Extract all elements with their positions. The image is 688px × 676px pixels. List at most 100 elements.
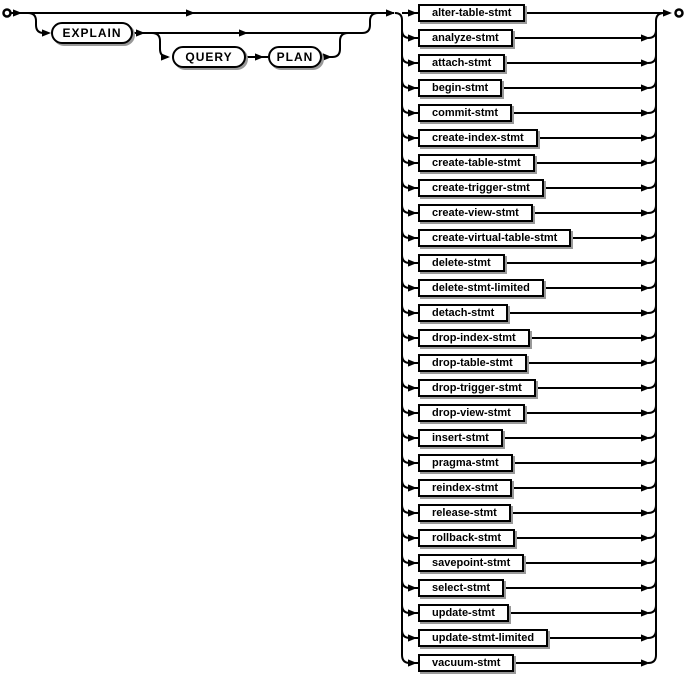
arrowhead-icon (641, 359, 650, 367)
right-merge-curve (647, 279, 657, 289)
right-merge-curve (647, 154, 657, 164)
arrowhead-icon (641, 284, 650, 292)
explain-merge-curve (361, 12, 379, 34)
statement-label: create-trigger-stmt (432, 181, 530, 194)
right-merge-curve (647, 79, 657, 89)
arrowhead-icon (641, 534, 650, 542)
nonterminal-box-release-stmt[interactable]: release-stmt (418, 504, 511, 522)
nonterminal-box-attach-stmt[interactable]: attach-stmt (418, 54, 506, 72)
arrowhead-icon (641, 34, 650, 42)
right-merge-curve (647, 54, 657, 64)
nonterminal-box-update-stmt-limited[interactable]: update-stmt-limited (418, 629, 549, 647)
arrowhead-icon (408, 34, 417, 42)
arrowhead-icon (161, 53, 170, 61)
arrowhead-icon (408, 309, 417, 317)
arrowhead-icon (408, 59, 417, 67)
arrowhead-icon (255, 53, 264, 61)
arrowhead-icon (408, 559, 417, 567)
statement-label: delete-stmt-limited (432, 281, 530, 294)
start-terminal (2, 8, 12, 18)
right-merge-curve (647, 654, 657, 664)
right-merge-curve (647, 229, 657, 239)
arrowhead-icon (641, 659, 650, 667)
statement-label: select-stmt (432, 581, 491, 594)
arrowhead-icon (408, 659, 417, 667)
nonterminal-box-reindex-stmt[interactable]: reindex-stmt (418, 479, 513, 497)
nonterminal-box-commit-stmt[interactable]: commit-stmt (418, 104, 513, 122)
nonterminal-box-drop-index-stmt[interactable]: drop-index-stmt (418, 329, 530, 347)
arrowhead-icon (13, 9, 22, 17)
right-merge-curve (647, 504, 657, 514)
arrowhead-icon (641, 59, 650, 67)
statement-label: drop-index-stmt (432, 331, 516, 344)
statement-label: create-virtual-table-stmt (432, 231, 558, 244)
right-merge-curve (647, 404, 657, 414)
statement-label: create-view-stmt (432, 206, 519, 219)
nonterminal-box-savepoint-stmt[interactable]: savepoint-stmt (418, 554, 525, 572)
nonterminal-box-delete-stmt[interactable]: delete-stmt (418, 254, 505, 272)
keyword-oval-query: QUERY (172, 46, 246, 68)
arrowhead-icon (641, 384, 650, 392)
nonterminal-box-drop-trigger-stmt[interactable]: drop-trigger-stmt (418, 379, 536, 397)
statement-label: drop-view-stmt (432, 406, 511, 419)
nonterminal-box-create-virtual-table-stmt[interactable]: create-virtual-table-stmt (418, 229, 572, 247)
arrowhead-icon (239, 29, 248, 37)
right-merge-curve (647, 554, 657, 564)
arrowhead-icon (408, 409, 417, 417)
end-terminal (674, 8, 684, 18)
arrowhead-icon (408, 509, 417, 517)
arrowhead-icon (408, 584, 417, 592)
arrowhead-icon (408, 159, 417, 167)
left-rail (394, 12, 403, 655)
arrowhead-icon (408, 484, 417, 492)
arrowhead-icon (641, 84, 650, 92)
explain-branch-curve (27, 12, 45, 34)
nonterminal-box-create-index-stmt[interactable]: create-index-stmt (418, 129, 538, 147)
arrowhead-icon (408, 434, 417, 442)
arrowhead-icon (386, 9, 395, 17)
arrowhead-icon (408, 259, 417, 267)
arrowhead-icon (408, 84, 417, 92)
arrowhead-icon (641, 134, 650, 142)
statement-label: commit-stmt (432, 106, 499, 119)
nonterminal-box-create-view-stmt[interactable]: create-view-stmt (418, 204, 533, 222)
right-merge-curve (647, 429, 657, 439)
keyword-oval-explain: EXPLAIN (51, 22, 133, 44)
keyword-label: PLAN (276, 50, 314, 64)
nonterminal-box-pragma-stmt[interactable]: pragma-stmt (418, 454, 513, 472)
statement-label: create-table-stmt (432, 156, 521, 169)
right-merge-curve (647, 179, 657, 189)
right-merge-curve (647, 529, 657, 539)
nonterminal-box-select-stmt[interactable]: select-stmt (418, 579, 505, 597)
nonterminal-box-begin-stmt[interactable]: begin-stmt (418, 79, 503, 97)
query-branch-curve (151, 32, 169, 58)
nonterminal-box-drop-view-stmt[interactable]: drop-view-stmt (418, 404, 525, 422)
right-merge-curve (647, 604, 657, 614)
nonterminal-box-insert-stmt[interactable]: insert-stmt (418, 429, 503, 447)
nonterminal-box-analyze-stmt[interactable]: analyze-stmt (418, 29, 513, 47)
arrowhead-icon (641, 109, 650, 117)
nonterminal-box-rollback-stmt[interactable]: rollback-stmt (418, 529, 516, 547)
nonterminal-box-detach-stmt[interactable]: detach-stmt (418, 304, 509, 322)
arrowhead-icon (641, 209, 650, 217)
nonterminal-box-create-trigger-stmt[interactable]: create-trigger-stmt (418, 179, 544, 197)
arrowhead-icon (42, 29, 51, 37)
right-merge-curve (647, 104, 657, 114)
nonterminal-box-vacuum-stmt[interactable]: vacuum-stmt (418, 654, 515, 672)
arrowhead-icon (641, 484, 650, 492)
arrowhead-icon (408, 184, 417, 192)
statement-label: insert-stmt (432, 431, 489, 444)
nonterminal-box-create-table-stmt[interactable]: create-table-stmt (418, 154, 535, 172)
arrowhead-icon (641, 434, 650, 442)
arrowhead-icon (186, 9, 195, 17)
statement-label: reindex-stmt (432, 481, 499, 494)
nonterminal-box-delete-stmt-limited[interactable]: delete-stmt-limited (418, 279, 544, 297)
right-merge-curve (647, 629, 657, 639)
arrowhead-icon (136, 29, 145, 37)
statement-label: alter-table-stmt (432, 6, 512, 19)
nonterminal-box-drop-table-stmt[interactable]: drop-table-stmt (418, 354, 527, 372)
right-merge-curve (647, 129, 657, 139)
nonterminal-box-alter-table-stmt[interactable]: alter-table-stmt (418, 4, 526, 22)
nonterminal-box-update-stmt[interactable]: update-stmt (418, 604, 509, 622)
arrowhead-icon (408, 384, 417, 392)
